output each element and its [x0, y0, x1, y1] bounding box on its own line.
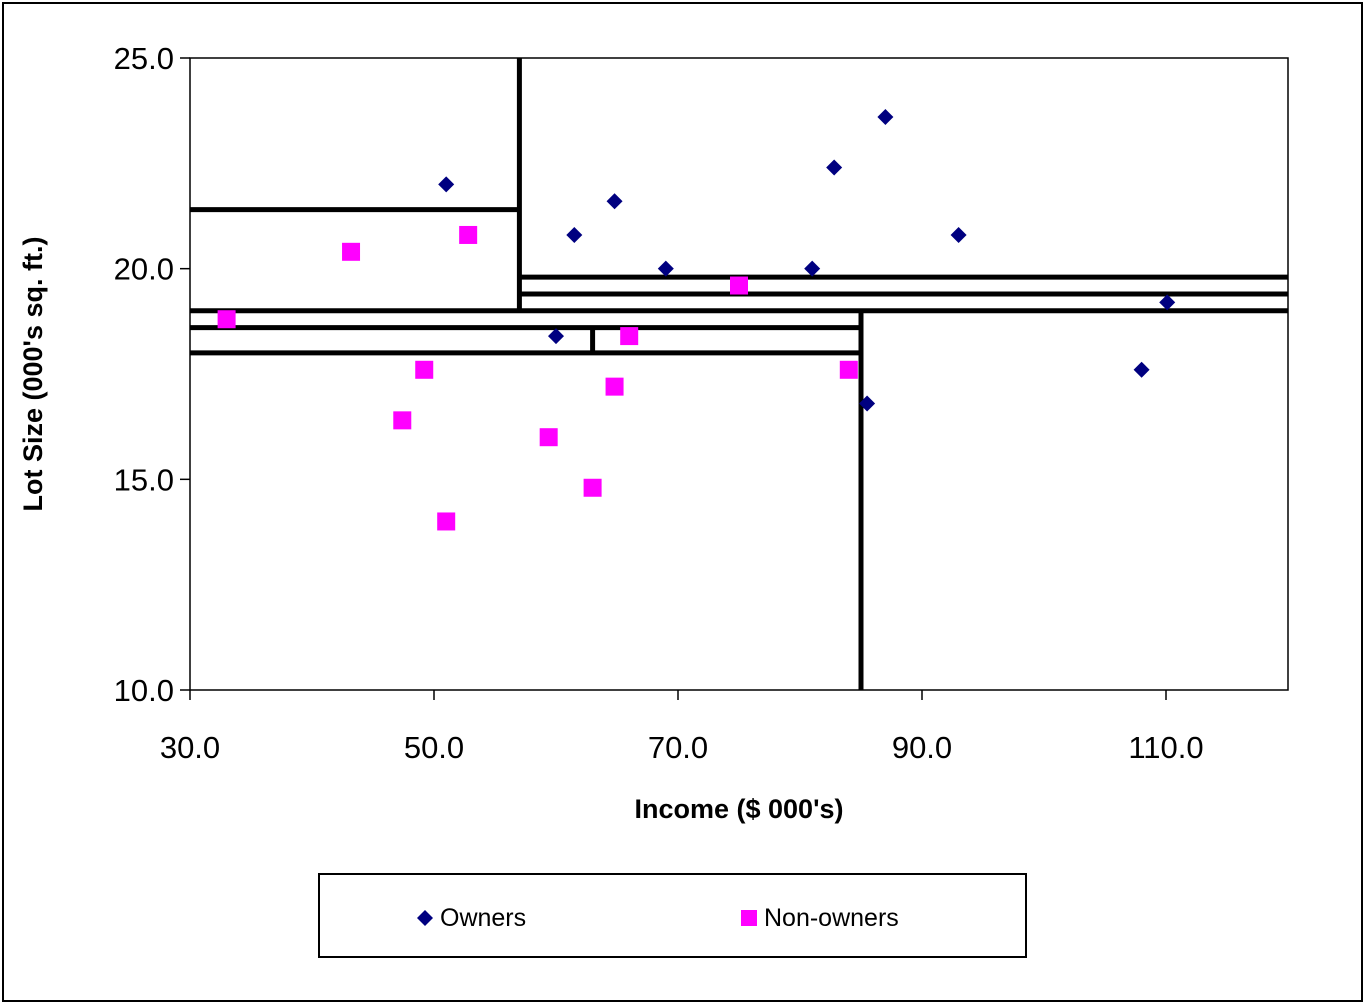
y-tick-label: 15.0 [114, 462, 174, 497]
owner-point [566, 226, 583, 243]
square-icon [741, 910, 757, 926]
y-tick-label: 20.0 [114, 252, 174, 287]
nonowner-point [730, 276, 748, 295]
owner-point [1133, 361, 1150, 378]
owner-point [657, 260, 674, 277]
nonowner-point [437, 512, 456, 531]
legend-item-nonowners: Non-owners [740, 903, 899, 933]
x-tick-label: 90.0 [892, 730, 952, 765]
nonowner-point [839, 360, 858, 379]
split-lines [190, 58, 1288, 690]
legend-item-owners: Owners [416, 903, 526, 933]
x-tick-label: 30.0 [160, 730, 220, 765]
nonowner-point [605, 377, 624, 396]
nonowner-point [393, 411, 412, 430]
y-axis-label: Lot Size (000's sq. ft.) [18, 237, 48, 512]
plot-area [189, 57, 1289, 691]
x-tick-label: 110.0 [1128, 730, 1203, 765]
nonowner-point [217, 310, 236, 329]
owner-point [606, 193, 623, 210]
legend-label-owners: Owners [440, 903, 527, 932]
nonowner-point [342, 242, 361, 261]
x-tick-label: 50.0 [404, 730, 464, 765]
nonowner-point [583, 478, 602, 497]
owner-point [950, 226, 967, 243]
owner-point [877, 108, 894, 125]
nonowner-point [415, 360, 434, 379]
legend: Owners Non-owners [318, 873, 1027, 958]
owner-point [859, 395, 876, 412]
owner-point [1159, 294, 1176, 311]
y-tick-label: 10.0 [114, 673, 174, 708]
x-tick-label: 70.0 [648, 730, 708, 765]
nonowner-point [459, 225, 478, 244]
nonowner-point [620, 327, 639, 346]
diamond-icon [417, 910, 433, 926]
legend-label-nonowners: Non-owners [764, 903, 899, 932]
y-axis-ticks: 10.0 15.0 20.0 25.0 [114, 41, 190, 708]
x-axis-label: Income ($ 000's) [634, 794, 843, 824]
nonowner-point [539, 428, 558, 447]
owner-point [826, 159, 843, 176]
owner-point [804, 260, 821, 277]
data-points [217, 108, 1176, 531]
owner-point [438, 176, 455, 193]
y-tick-label: 25.0 [114, 41, 174, 76]
x-axis-ticks: 30.0 50.0 70.0 90.0 110.0 [160, 690, 1204, 765]
owner-point [548, 328, 564, 345]
